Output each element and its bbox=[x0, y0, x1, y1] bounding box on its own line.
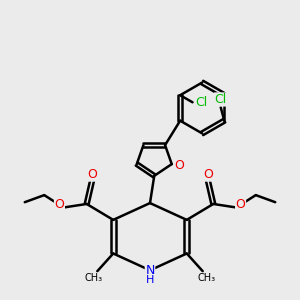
Text: Cl: Cl bbox=[214, 93, 227, 106]
Text: O: O bbox=[87, 168, 97, 181]
Text: N: N bbox=[145, 264, 155, 277]
Text: O: O bbox=[175, 159, 184, 172]
Text: CH₃: CH₃ bbox=[85, 273, 103, 283]
Text: H: H bbox=[146, 275, 154, 285]
Text: O: O bbox=[236, 198, 245, 211]
Text: CH₃: CH₃ bbox=[197, 273, 215, 283]
Text: O: O bbox=[55, 198, 64, 211]
Text: Cl: Cl bbox=[195, 97, 208, 110]
Text: O: O bbox=[203, 168, 213, 181]
